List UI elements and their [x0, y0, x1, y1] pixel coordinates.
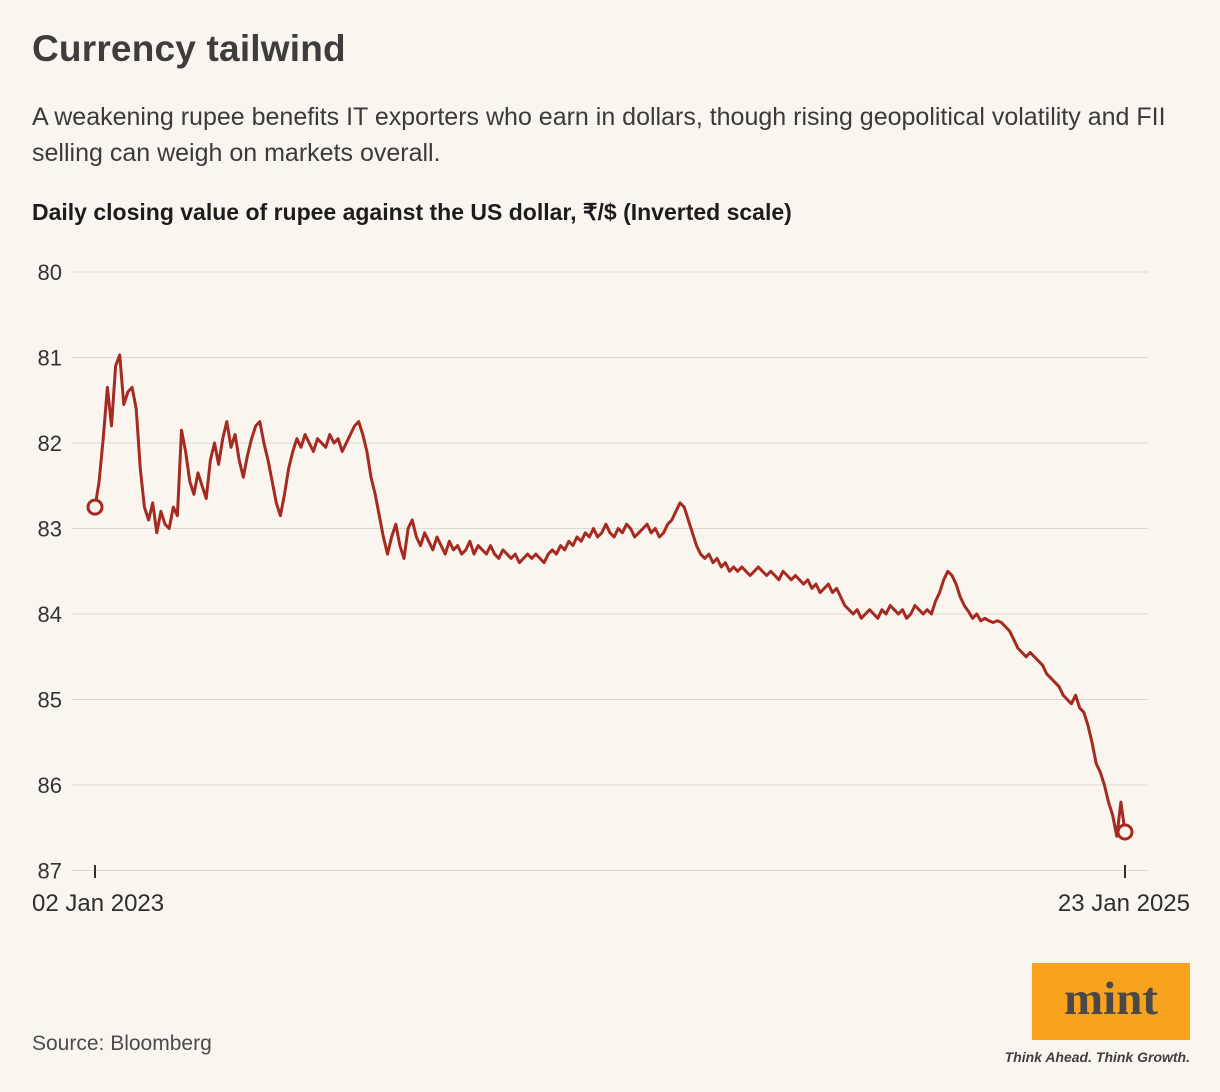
chart-subtitle: A weakening rupee benefits IT exporters … [32, 103, 1166, 167]
end-marker [1116, 823, 1134, 841]
start-marker [86, 498, 104, 516]
svg-text:82: 82 [38, 431, 62, 456]
chart-heading: Daily closing value of rupee against the… [32, 199, 792, 225]
x-axis-ticks [94, 865, 1126, 878]
brand-tagline: Think Ahead. Think Growth. [1004, 1049, 1190, 1065]
brand-block: mint Think Ahead. Think Growth. [1005, 963, 1190, 1065]
x-axis-labels: 02 Jan 2023 23 Jan 2025 [32, 890, 1190, 918]
svg-text:83: 83 [38, 517, 62, 542]
svg-text:81: 81 [38, 346, 62, 371]
svg-text:85: 85 [38, 688, 62, 713]
svg-text:87: 87 [38, 859, 62, 884]
line-chart: 80 81 82 83 84 85 86 87 [38, 260, 1148, 884]
svg-text:80: 80 [38, 260, 62, 285]
x-axis-start-label: 02 Jan 2023 [32, 890, 165, 917]
svg-text:86: 86 [38, 773, 62, 798]
mint-logo-wordmark: mint [1064, 973, 1158, 1025]
gridlines [72, 271, 1148, 871]
svg-text:84: 84 [38, 602, 62, 627]
y-axis-labels: 80 81 82 83 84 85 86 87 [38, 260, 62, 884]
source-credit: Source: Bloomberg [32, 1032, 212, 1055]
mint-logo: mint [1032, 963, 1190, 1040]
x-axis-end-label: 23 Jan 2025 [1057, 890, 1190, 917]
page-title: Currency tailwind [32, 28, 346, 69]
series-line [93, 353, 1127, 838]
